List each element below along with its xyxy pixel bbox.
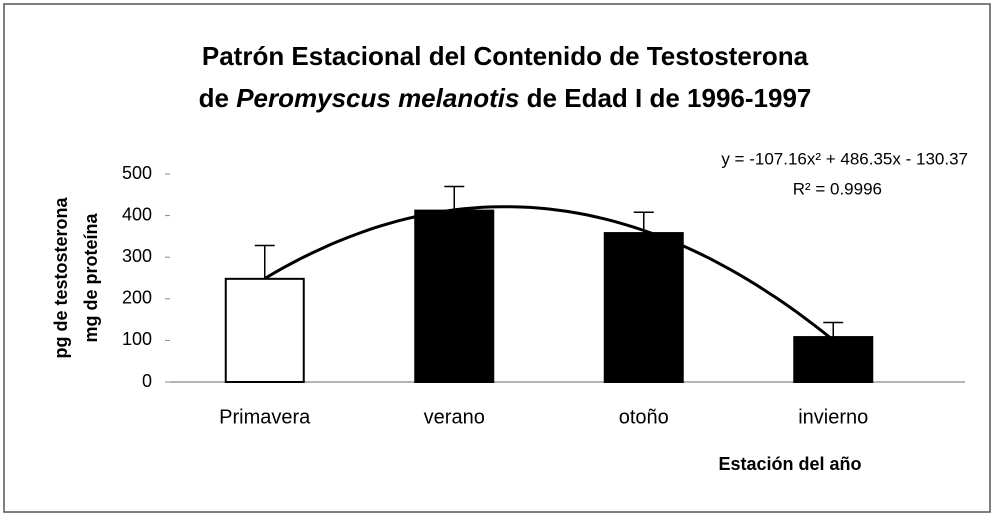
y-tick-label: 500 (122, 163, 152, 183)
title-part: de Edad I de 1996-1997 (519, 83, 811, 113)
trendline (264, 205, 835, 342)
trend-r-squared: R² = 0.9996 (793, 179, 882, 198)
y-tick-label: 300 (122, 246, 152, 266)
y-tick-label: 400 (122, 204, 152, 224)
title-part: de (199, 83, 237, 113)
y-tick-label: 0 (142, 371, 152, 391)
x-tick-label: verano (424, 406, 485, 428)
bar (603, 232, 684, 383)
title-part: Peromyscus melanotis (236, 83, 519, 113)
bar (793, 336, 874, 383)
x-tick-label: otoño (619, 406, 669, 428)
y-axis-label: pg de testosterona (51, 197, 71, 359)
x-axis-label: Estación del año (718, 454, 861, 474)
x-tick-label: invierno (798, 406, 868, 428)
y-tick-label: 200 (122, 288, 152, 308)
trend-equation: y = -107.16x² + 486.35x - 130.37 (721, 149, 968, 168)
y-axis-label: mg de proteína (81, 213, 101, 343)
chart-title: Patrón Estacional del Contenido de Testo… (202, 41, 809, 71)
y-tick-label: 100 (122, 329, 152, 349)
chart-title: de Peromyscus melanotis de Edad I de 199… (199, 83, 812, 113)
bar (224, 277, 305, 383)
frame (3, 3, 991, 513)
bar (414, 209, 495, 383)
x-tick-label: Primavera (219, 406, 311, 428)
